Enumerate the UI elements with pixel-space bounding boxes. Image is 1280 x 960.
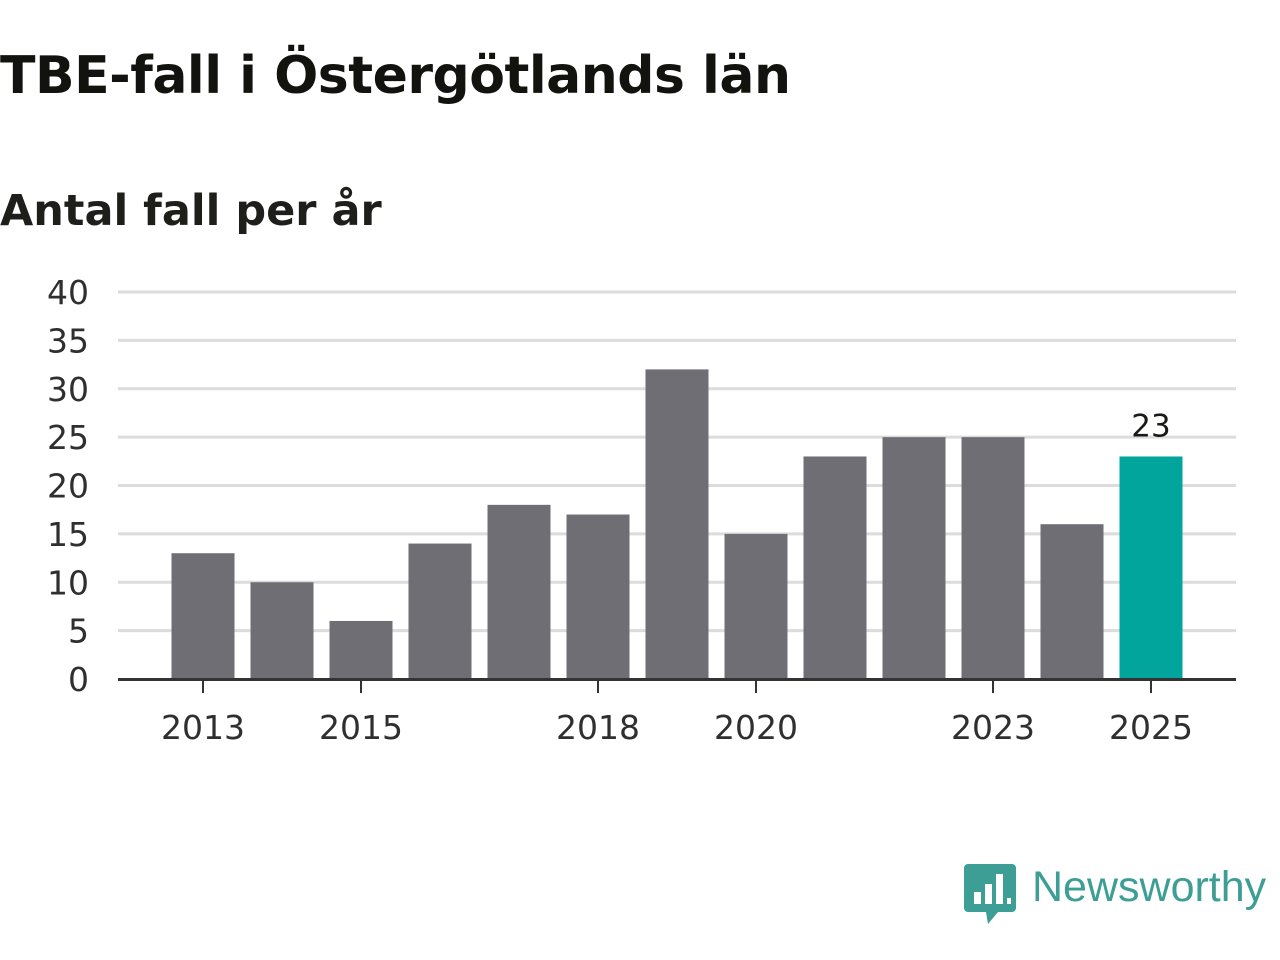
x-tick-label: 2013: [161, 708, 245, 747]
y-tick-label: 15: [47, 515, 89, 554]
x-tick-label: 2023: [951, 708, 1035, 747]
x-tick-label: 2020: [714, 708, 798, 747]
bar-2025: [1119, 456, 1183, 679]
chart-title: TBE-fall i Östergötlands län: [0, 46, 791, 106]
bar-2015: [329, 620, 393, 679]
bar-2016: [408, 543, 472, 679]
brand-footer: Newsworthy: [964, 863, 1267, 926]
y-tick-label: 30: [47, 370, 89, 409]
bar-2023: [961, 437, 1025, 679]
x-axis-ticks: 2013 2015 2018 2020 2023 2025: [161, 680, 1193, 747]
bar-2020: [724, 533, 788, 679]
bar-2024: [1040, 524, 1104, 679]
bar-2018: [566, 514, 630, 679]
y-tick-label: 25: [47, 418, 89, 457]
bar-2013: [171, 553, 235, 679]
y-tick-label: 0: [68, 660, 89, 699]
bar-2014: [250, 582, 314, 679]
x-tick-label: 2018: [556, 708, 640, 747]
bars: [171, 369, 1183, 679]
newsworthy-logo-icon: [964, 864, 1016, 924]
y-tick-label: 20: [47, 467, 89, 506]
bar-2021: [803, 456, 867, 679]
data-label: 23: [1131, 408, 1170, 444]
bar-2019: [645, 369, 709, 679]
y-axis-ticks: 0 5 10 15 20 25 30 35 40: [47, 273, 89, 699]
bar-2017: [487, 504, 551, 679]
x-tick-label: 2025: [1109, 708, 1193, 747]
y-tick-label: 35: [47, 321, 89, 360]
data-labels: 23: [1131, 408, 1170, 444]
chart-subtitle: Antal fall per år: [0, 186, 382, 236]
y-tick-label: 5: [68, 612, 89, 651]
y-tick-label: 40: [47, 273, 89, 312]
bar-2022: [882, 437, 946, 679]
y-tick-label: 10: [47, 563, 89, 602]
x-tick-label: 2015: [319, 708, 403, 747]
brand-name: Newsworthy: [1032, 863, 1267, 911]
